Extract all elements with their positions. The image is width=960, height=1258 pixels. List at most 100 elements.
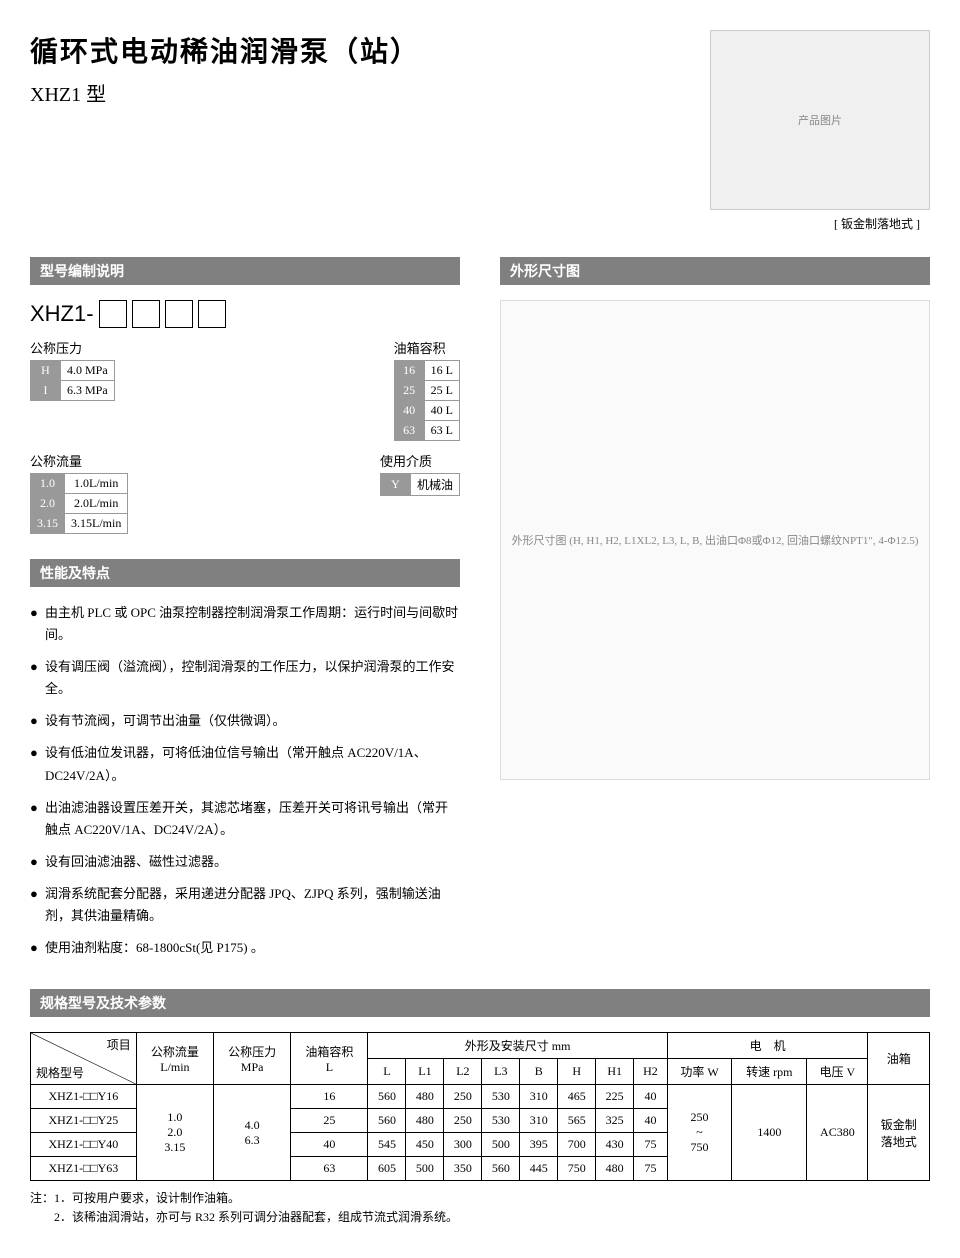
cell: 机械油	[410, 474, 459, 496]
feature-item: 出油滤油器设置压差开关，其滤芯堵塞，压差开关可将讯号输出（常开触点 AC220V…	[30, 797, 460, 841]
param-flow: 公称流量 1.01.0L/min 2.02.0L/min 3.153.15L/m…	[30, 451, 128, 534]
th-item-model: 项目 规格型号	[31, 1033, 137, 1085]
cell-voltage: AC380	[807, 1085, 868, 1181]
cell-power: 250 ~ 750	[667, 1085, 732, 1181]
header-left: 循环式电动稀油润滑泵（站） XHZ1 型	[30, 30, 710, 127]
cell: 1.0	[31, 474, 65, 494]
cell: 250	[444, 1085, 482, 1109]
cell: 560	[368, 1109, 406, 1133]
photo-caption: [ 钣金制落地式 ]	[710, 215, 920, 232]
cell: 40	[291, 1133, 368, 1157]
cell: 63 L	[424, 421, 459, 441]
cell: 750	[558, 1157, 596, 1181]
cell-speed: 1400	[732, 1085, 807, 1181]
sub-title: XHZ1 型	[30, 78, 710, 107]
cell-pressure: 4.0 6.3	[214, 1085, 291, 1181]
th-B: B	[520, 1059, 558, 1085]
cell: 63	[291, 1157, 368, 1181]
feature-item: 设有回油滤油器、磁性过滤器。	[30, 851, 460, 873]
cell: 1.0L/min	[65, 474, 128, 494]
notes-label: 注：	[30, 1191, 54, 1205]
cell-model: XHZ1-□□Y63	[31, 1157, 137, 1181]
model-box-2	[132, 300, 160, 328]
cell: 500	[482, 1133, 520, 1157]
th-voltage: 电压 V	[807, 1059, 868, 1085]
section-specs: 规格型号及技术参数	[30, 989, 930, 1017]
cell: Y	[380, 474, 410, 496]
cell: 300	[444, 1133, 482, 1157]
cell: 2.0	[31, 494, 65, 514]
cell: 530	[482, 1085, 520, 1109]
cell: 75	[634, 1157, 668, 1181]
product-photo: 产品图片	[710, 30, 930, 210]
param-medium-table: Y机械油	[380, 473, 460, 496]
cell-flow: 1.0 2.0 3.15	[136, 1085, 213, 1181]
spec-table: 项目 规格型号 公称流量 L/min 公称压力 MPa 油箱容积 L 外形及安装…	[30, 1032, 930, 1181]
cell: 545	[368, 1133, 406, 1157]
param-pressure: 公称压力 H4.0 MPa I6.3 MPa	[30, 338, 115, 441]
right-column: 外形尺寸图 外形尺寸图 (H, H1, H2, L1XL2, L3, L, B,…	[500, 247, 930, 969]
param-medium-label: 使用介质	[380, 451, 460, 470]
product-photo-block: 产品图片 [ 钣金制落地式 ]	[710, 30, 930, 247]
cell-tank-type: 钣金制 落地式	[868, 1085, 930, 1181]
cell: 350	[444, 1157, 482, 1181]
notes-block: 注：1．可按用户要求，设计制作油箱。 2．该稀油润滑站，亦可与 R32 系列可调…	[30, 1189, 930, 1227]
param-tank-label: 油箱容积	[394, 338, 460, 357]
cell: 310	[520, 1085, 558, 1109]
cell: 465	[558, 1085, 596, 1109]
cell: 560	[482, 1157, 520, 1181]
cell: 225	[596, 1085, 634, 1109]
param-tank: 油箱容积 1616 L 2525 L 4040 L 6363 L	[394, 338, 460, 441]
cell: 40 L	[424, 401, 459, 421]
section-features: 性能及特点	[30, 559, 460, 587]
cell: 25	[291, 1109, 368, 1133]
left-column: 型号编制说明 XHZ1- 公称压力 H4.0 MPa I6.3 MPa 油箱容积…	[30, 247, 460, 969]
cell: 560	[368, 1085, 406, 1109]
cell: 75	[634, 1133, 668, 1157]
cell: 310	[520, 1109, 558, 1133]
cell-model: XHZ1-□□Y16	[31, 1085, 137, 1109]
param-pressure-table: H4.0 MPa I6.3 MPa	[30, 360, 115, 401]
cell: 4.0 MPa	[61, 361, 115, 381]
th-dims: 外形及安装尺寸 mm	[368, 1033, 667, 1059]
th-item: 项目	[107, 1036, 131, 1053]
th-H1: H1	[596, 1059, 634, 1085]
cell: 40	[634, 1109, 668, 1133]
param-medium: 使用介质 Y机械油	[380, 451, 460, 534]
note-2: 2．该稀油润滑站，亦可与 R32 系列可调分油器配套，组成节流式润滑系统。	[54, 1210, 458, 1224]
cell: 480	[596, 1157, 634, 1181]
spec-header-row-1: 项目 规格型号 公称流量 L/min 公称压力 MPa 油箱容积 L 外形及安装…	[31, 1033, 930, 1059]
param-row-1: 公称压力 H4.0 MPa I6.3 MPa 油箱容积 1616 L 2525 …	[30, 338, 460, 441]
th-tank: 油箱容积 L	[291, 1033, 368, 1085]
main-title: 循环式电动稀油润滑泵（站）	[30, 30, 710, 70]
cell: 3.15	[31, 514, 65, 534]
th-L2: L2	[444, 1059, 482, 1085]
cell: 6.3 MPa	[61, 381, 115, 401]
model-code-row: XHZ1-	[30, 300, 460, 328]
feature-item: 润滑系统配套分配器，采用递进分配器 JPQ、ZJPQ 系列，强制输送油剂，其供油…	[30, 883, 460, 927]
section-model-explain: 型号编制说明	[30, 257, 460, 285]
cell-model: XHZ1-□□Y40	[31, 1133, 137, 1157]
param-flow-label: 公称流量	[30, 451, 128, 470]
model-prefix: XHZ1-	[30, 301, 94, 327]
th-motor: 电 机	[667, 1033, 868, 1059]
model-box-3	[165, 300, 193, 328]
th-L: L	[368, 1059, 406, 1085]
cell: 2.0L/min	[65, 494, 128, 514]
th-L3: L3	[482, 1059, 520, 1085]
cell: 16	[291, 1085, 368, 1109]
cell: 25	[394, 381, 424, 401]
cell: 530	[482, 1109, 520, 1133]
cell-model: XHZ1-□□Y25	[31, 1109, 137, 1133]
feature-item: 设有节流阀，可调节出油量（仅供微调）。	[30, 710, 460, 732]
cell: 25 L	[424, 381, 459, 401]
th-pressure: 公称压力 MPa	[214, 1033, 291, 1085]
cell: 500	[406, 1157, 444, 1181]
th-power: 功率 W	[667, 1059, 732, 1085]
note-1: 1．可按用户要求，设计制作油箱。	[54, 1191, 240, 1205]
cell: 450	[406, 1133, 444, 1157]
cell: 480	[406, 1109, 444, 1133]
dimension-diagram: 外形尺寸图 (H, H1, H2, L1XL2, L3, L, B, 出油口Φ8…	[500, 300, 930, 780]
features-list: 由主机 PLC 或 OPC 油泵控制器控制润滑泵工作周期：运行时间与间歇时间。 …	[30, 602, 460, 959]
cell: 40	[634, 1085, 668, 1109]
